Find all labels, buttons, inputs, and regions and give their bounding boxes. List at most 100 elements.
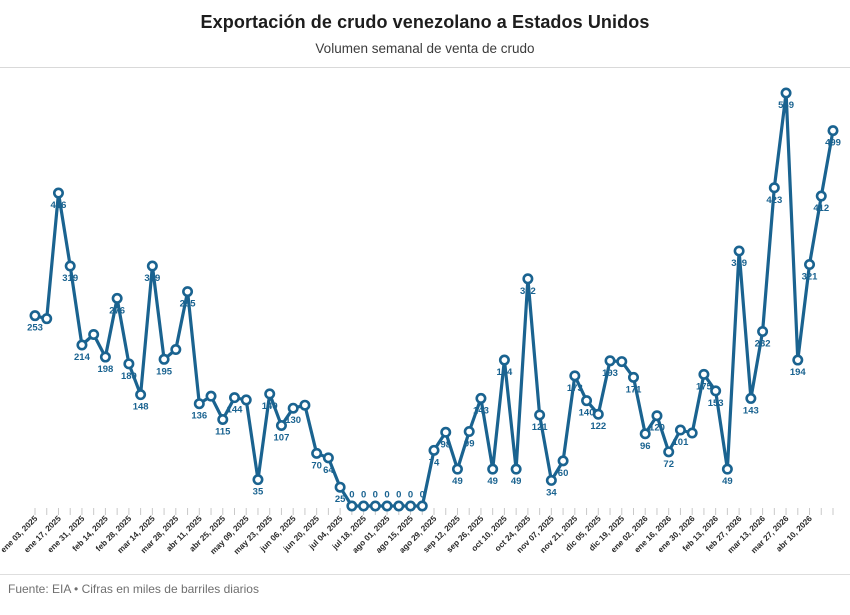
data-point-marker [463,426,475,438]
data-point-marker [76,339,88,351]
data-point-label: 0 [396,490,401,501]
data-point-marker [815,190,827,202]
data-point-marker [111,292,123,304]
data-point-label: 140 [579,408,595,419]
data-point-marker [440,426,452,438]
data-point-label: 0 [384,490,389,501]
data-point-label: 0 [373,490,378,501]
data-point-marker [123,358,135,370]
data-point-label: 115 [215,426,231,437]
data-point-marker [29,310,41,322]
data-point-marker [804,259,816,271]
data-point-label: 143 [743,405,759,416]
data-point-marker [393,500,405,512]
data-point-marker [428,444,440,456]
data-point-marker [592,408,604,420]
data-point-label: 136 [191,411,207,422]
data-point-marker [158,353,170,365]
data-point-marker [275,420,287,432]
data-point-label: 144 [227,405,244,416]
data-point-marker [229,392,241,404]
data-point-label: 319 [62,273,78,284]
data-point-marker [710,385,722,397]
data-point-label: 99 [464,439,475,450]
data-point-label: 130 [285,415,301,426]
data-point-label: 194 [790,367,807,378]
data-point-marker [604,355,616,367]
data-point-marker [627,371,639,383]
data-point-marker [334,481,346,493]
data-point-label: 173 [567,383,583,394]
data-point-label: 0 [420,490,425,501]
data-point-label: 319 [144,273,160,284]
data-point-label: 0 [349,490,354,501]
series-line [33,91,835,508]
data-point-label: 549 [778,100,794,111]
data-point-marker [522,273,534,285]
data-point-marker [346,500,358,512]
data-point-label: 121 [532,422,549,433]
data-point-marker [193,398,205,410]
data-point-label: 60 [558,468,569,479]
data-point-marker [733,245,745,257]
data-point-marker [639,428,651,440]
data-point-label: 321 [802,272,819,283]
data-point-marker [311,447,323,459]
data-point-label: 499 [825,138,841,149]
chart-title: Exportación de crudo venezolano a Estado… [200,12,650,32]
data-point-marker [545,474,557,486]
data-point-marker [41,313,53,325]
data-point-label: 0 [408,490,413,501]
data-point-label: 339 [731,258,747,269]
data-point-marker [510,463,522,475]
data-point-marker [52,187,64,199]
data-point-label: 416 [51,200,67,211]
data-point-marker [240,394,252,406]
chart-subtitle: Volumen semanal de venta de crudo [315,41,535,56]
data-point-marker [205,390,217,402]
data-point-marker [651,410,663,422]
data-point-marker [264,388,276,400]
data-point-label: 171 [626,384,643,395]
data-point-label: 198 [97,364,113,375]
chart-header: Exportación de crudo venezolano a Estado… [0,0,850,56]
data-point-marker [146,260,158,272]
data-point-label: 98 [440,439,451,450]
data-point-marker [381,500,393,512]
data-point-marker [674,424,686,436]
data-point-marker [322,452,334,464]
data-point-label: 189 [121,371,137,382]
data-point-marker [663,446,675,458]
data-point-label: 194 [496,367,513,378]
data-point-marker [498,354,510,366]
data-point-label: 285 [180,299,197,310]
data-point-marker [827,125,839,137]
data-point-marker [616,356,628,368]
data-point-label: 214 [74,352,91,363]
data-point-label: 149 [262,401,278,412]
data-point-label: 49 [452,476,463,487]
data-point-label: 302 [520,286,536,297]
data-point-marker [757,325,769,337]
data-point-marker [534,409,546,421]
data-point-label: 153 [708,398,724,409]
data-point-marker [88,328,100,340]
data-point-label: 101 [673,437,690,448]
data-point-label: 49 [487,476,498,487]
data-point-marker [182,286,194,298]
data-point-label: 70 [311,460,322,471]
data-point-marker [170,344,182,356]
data-point-marker [581,395,593,407]
data-point-marker [745,392,757,404]
data-point-label: 143 [473,405,489,416]
data-point-marker [792,354,804,366]
data-point-label: 276 [109,305,125,316]
data-point-marker [369,500,381,512]
data-point-marker [358,500,370,512]
data-point-label: 64 [323,465,334,476]
chart-footer: Fuente: EIA • Cifras en miles de barrile… [0,574,850,596]
data-point-marker [217,413,229,425]
data-point-marker [416,500,428,512]
